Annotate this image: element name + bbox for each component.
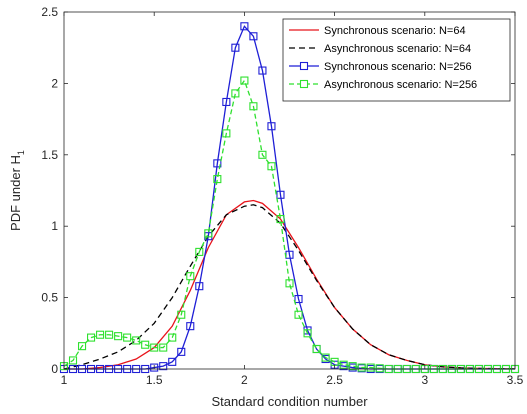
series-3-marker — [159, 362, 168, 371]
series-4-marker — [321, 353, 330, 362]
y-axis-label-main: PDF under H — [8, 155, 23, 231]
series-4-marker — [213, 175, 222, 184]
legend-marker-3 — [299, 61, 309, 71]
series-4-marker — [285, 279, 294, 288]
x-tick-label: 2 — [241, 373, 248, 387]
series-3-marker — [249, 32, 258, 41]
series-3-marker — [258, 66, 267, 75]
series-4-marker — [339, 360, 348, 369]
series-4-marker — [68, 356, 78, 365]
y-tick-label: 1 — [51, 219, 58, 233]
series-3-marker — [168, 357, 177, 366]
legend-box — [282, 18, 511, 102]
series-4-marker — [177, 310, 186, 319]
series-4-marker — [150, 343, 159, 352]
series-4-marker — [186, 272, 195, 281]
series-4-marker — [375, 364, 384, 373]
x-tick-label: 3 — [421, 373, 428, 387]
legend-label-1: Synchronous scenario: N=64 — [324, 25, 466, 37]
series-4-marker — [222, 129, 231, 138]
x-tick-label: 2.5 — [326, 373, 343, 387]
series-3-marker — [177, 347, 186, 356]
series-4-marker — [132, 336, 141, 345]
series-4-marker — [231, 89, 240, 98]
legend-marker-4 — [299, 79, 309, 89]
series-4-marker — [267, 162, 276, 171]
series-3-marker — [276, 190, 285, 199]
series-4-marker — [366, 363, 375, 372]
series-4-marker — [276, 215, 285, 224]
series-4-marker — [312, 344, 321, 354]
series-4-marker — [105, 330, 114, 339]
series-4-marker — [87, 333, 96, 342]
series-3-marker — [195, 282, 204, 291]
legend-label-4: Asynchronous scenario: N=256 — [324, 79, 477, 91]
series-4-marker — [303, 329, 312, 338]
series-4-marker — [168, 333, 177, 342]
x-tick-label: 3.5 — [507, 373, 524, 387]
legend-label-3: Synchronous scenario: N=256 — [324, 61, 472, 73]
series-4-marker — [294, 310, 303, 319]
series-3-marker — [267, 122, 276, 131]
series-3-marker — [231, 43, 240, 52]
series-4-marker — [195, 247, 204, 256]
series-3-marker — [186, 322, 195, 331]
y-tick-label: 2 — [51, 76, 58, 90]
series-4-marker — [249, 102, 258, 111]
legend-label-2: Asynchronous scenario: N=64 — [324, 43, 471, 55]
y-tick-label: 1.5 — [41, 148, 58, 162]
y-tick-label: 0 — [51, 362, 58, 376]
series-4-marker — [141, 340, 150, 349]
x-tick-label: 1.5 — [146, 373, 163, 387]
series-4-marker — [258, 150, 267, 159]
series-4-marker — [240, 76, 249, 85]
x-tick-label: 1 — [61, 373, 68, 387]
tick-layer: 1 1.5 2 2.5 3 3.5 0 0.5 1 1.5 2 2.5 — [41, 5, 523, 387]
series-4-marker — [204, 229, 213, 238]
series-3-marker — [222, 97, 231, 107]
series-3-marker — [150, 363, 159, 372]
y-tick-label: 0.5 — [41, 291, 58, 305]
series-4-marker — [123, 333, 132, 342]
y-tick-label: 2.5 — [41, 5, 58, 19]
series-4-marker — [96, 330, 105, 339]
x-axis-label: Standard condition number — [211, 394, 368, 409]
series-4-marker — [348, 362, 357, 371]
y-axis-label: PDF under H1 — [8, 150, 26, 231]
series-3-marker — [294, 294, 303, 304]
legend: Synchronous scenario: N=64 Asynchronous s… — [282, 18, 511, 102]
series-4-marker — [77, 342, 87, 351]
series-3-marker — [240, 22, 249, 31]
series-3-marker — [213, 159, 222, 168]
y-axis-label-subscript: 1 — [16, 150, 26, 155]
series-4-marker — [357, 363, 366, 372]
axes-box — [63, 11, 516, 370]
series-4-marker — [114, 332, 123, 341]
series-4-marker — [159, 343, 168, 352]
